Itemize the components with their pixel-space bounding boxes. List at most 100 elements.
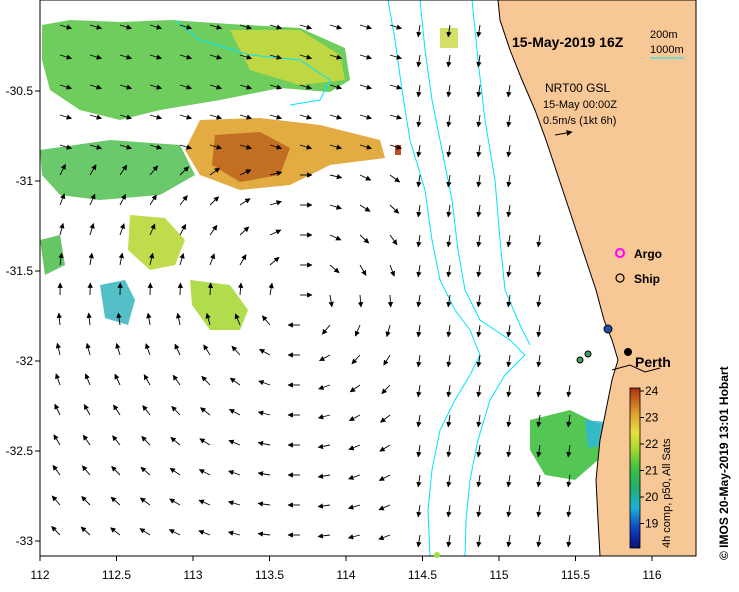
current-arrow-icon — [389, 234, 398, 246]
current-arrow-icon — [88, 252, 94, 266]
vector-scale-label: 0.5m/s (1kt 6h) — [543, 115, 616, 127]
colorbar-tick-label: 23 — [645, 411, 659, 425]
current-arrow-icon — [476, 174, 482, 188]
current-arrow-icon — [119, 54, 133, 60]
current-arrow-icon — [209, 114, 223, 120]
current-arrow-icon — [228, 439, 241, 446]
current-arrow-icon — [416, 264, 422, 278]
current-arrow-icon — [119, 24, 133, 30]
y-tick-label: -32.5 — [6, 444, 34, 458]
current-arrow-icon — [536, 354, 542, 368]
current-arrow-icon — [59, 144, 73, 150]
current-arrow-icon — [506, 384, 512, 398]
current-arrow-icon — [56, 312, 62, 326]
current-arrow-icon — [359, 144, 373, 150]
current-arrow-icon — [116, 312, 122, 326]
current-arrow-icon — [257, 531, 271, 537]
credit-line: © IMOS 20-May-2019 13:01 Hobart — [717, 366, 731, 560]
current-arrow-icon — [59, 54, 73, 60]
current-arrow-icon — [536, 504, 542, 518]
current-arrow-icon — [506, 354, 512, 368]
current-arrow-icon — [51, 495, 61, 506]
current-arrow-icon — [354, 324, 361, 337]
current-arrow-icon — [84, 373, 91, 386]
current-arrow-icon — [81, 496, 91, 506]
current-arrow-icon — [234, 313, 241, 326]
current-arrow-icon — [536, 294, 542, 308]
current-arrow-icon — [317, 503, 331, 509]
current-arrow-icon — [198, 469, 211, 476]
current-arrow-icon — [416, 204, 422, 218]
current-arrow-icon — [89, 54, 103, 60]
x-tick-label: 115.5 — [561, 568, 590, 582]
current-vectors — [51, 24, 572, 548]
current-arrow-icon — [476, 474, 482, 488]
current-arrow-icon — [506, 474, 512, 488]
current-arrow-icon — [389, 54, 403, 60]
depth-1000-label: 1000m — [650, 44, 684, 56]
current-arrow-icon — [119, 193, 126, 206]
current-arrow-icon — [51, 526, 61, 536]
current-arrow-icon — [198, 499, 211, 506]
current-arrow-icon — [149, 223, 156, 236]
current-arrow-icon — [446, 114, 452, 128]
current-arrow-icon — [54, 403, 61, 416]
current-arrow-icon — [357, 294, 364, 308]
current-arrow-icon — [89, 84, 103, 90]
current-arrow-icon — [203, 344, 211, 356]
current-arrow-icon — [52, 464, 61, 476]
current-arrow-icon — [110, 496, 121, 506]
current-arrow-icon — [209, 144, 223, 150]
current-arrow-icon — [389, 204, 400, 214]
current-arrow-icon — [416, 84, 422, 98]
current-arrow-icon — [110, 527, 121, 536]
current-arrow-icon — [207, 282, 214, 296]
current-arrow-icon — [506, 294, 512, 308]
current-arrow-icon — [328, 294, 334, 308]
ship-positions — [434, 324, 632, 558]
current-arrow-icon — [59, 163, 66, 176]
current-arrow-icon — [416, 324, 422, 338]
current-arrow-icon — [171, 405, 181, 416]
current-arrow-icon — [566, 534, 572, 548]
current-arrow-icon — [81, 465, 91, 476]
current-arrow-icon — [476, 234, 482, 248]
current-arrow-icon — [416, 504, 422, 518]
current-arrow-icon — [205, 312, 211, 326]
current-arrow-icon — [257, 440, 271, 447]
current-arrow-icon — [359, 204, 371, 212]
current-arrow-icon — [170, 436, 181, 446]
current-arrow-icon — [359, 264, 367, 276]
current-arrow-icon — [383, 354, 391, 366]
current-arrow-icon — [321, 324, 331, 335]
current-arrow-icon — [59, 222, 65, 236]
current-arrow-icon — [446, 54, 452, 68]
current-arrow-icon — [348, 474, 361, 480]
x-tick-label: 113 — [183, 568, 202, 582]
current-arrow-icon — [446, 534, 452, 548]
sst-colorbar: 24 23 22 21 20 19 4h comp, p50, All Sats — [629, 384, 673, 549]
current-arrow-icon — [476, 324, 482, 338]
current-arrow-icon — [347, 504, 361, 510]
current-arrow-icon — [329, 174, 343, 180]
current-arrow-icon — [416, 444, 422, 458]
current-arrow-icon — [59, 114, 73, 120]
current-arrow-icon — [119, 144, 133, 150]
current-arrow-icon — [446, 84, 452, 98]
current-arrow-icon — [379, 444, 391, 452]
current-arrow-icon — [378, 504, 391, 511]
current-arrow-icon — [268, 282, 274, 296]
current-arrow-icon — [59, 84, 73, 90]
current-arrow-icon — [89, 144, 103, 150]
current-arrow-icon — [476, 534, 482, 548]
sst-patches — [40, 20, 606, 480]
current-arrow-icon — [269, 114, 283, 120]
current-arrow-icon — [536, 264, 542, 278]
current-arrow-icon — [299, 144, 313, 150]
current-arrow-icon — [566, 504, 572, 518]
current-arrow-icon — [476, 444, 482, 458]
current-arrow-icon — [329, 54, 343, 60]
current-arrow-icon — [318, 384, 331, 390]
current-arrow-icon — [381, 384, 391, 395]
current-arrow-icon — [172, 374, 181, 386]
